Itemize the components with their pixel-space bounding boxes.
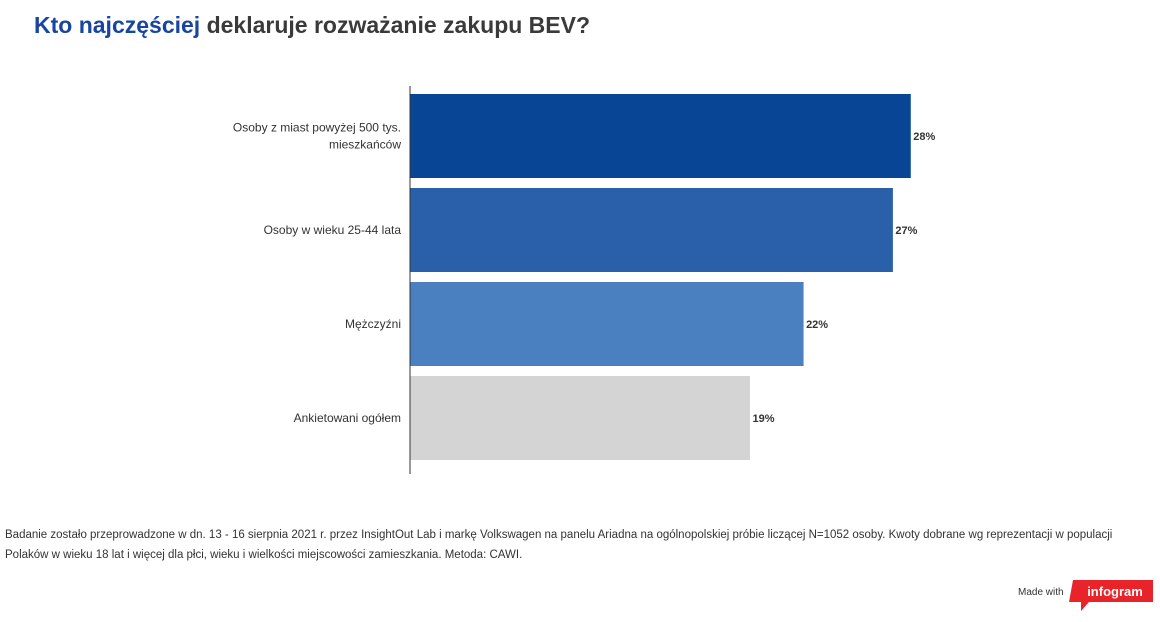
category-label: Osoby z miast powyżej 500 tys. <box>233 121 401 135</box>
bar[interactable] <box>410 282 804 366</box>
category-label: Mężczyźni <box>345 317 401 331</box>
infogram-badge-shape <box>1069 580 1153 611</box>
bar-value-label: 19% <box>752 413 774 425</box>
category-label: Osoby w wieku 25-44 lata <box>264 223 402 237</box>
infogram-logo-text: infogram <box>1087 584 1143 599</box>
category-label: mieszkańców <box>329 138 401 152</box>
made-with-label: Made with <box>1018 587 1064 598</box>
chart-title-rest: deklaruje rozważanie zakupu BEV? <box>206 12 591 38</box>
footnote: Badanie zostało przeprowadzone w dn. 13 … <box>5 529 1113 561</box>
category-label: Ankietowani ogółem <box>294 411 401 425</box>
infogram-badge[interactable]: infogram <box>1069 580 1153 611</box>
bar-value-label: 27% <box>895 225 917 237</box>
bar[interactable] <box>410 188 893 272</box>
bar-value-label: 28% <box>913 131 935 143</box>
bar-value-label: 22% <box>806 319 828 331</box>
chart-title: Kto najczęściej deklaruje rozważanie zak… <box>34 12 590 39</box>
bar[interactable] <box>410 376 750 460</box>
bar[interactable] <box>410 94 911 178</box>
bar-chart: 28% Osoby z miast powyżej 500 tys. mieszka… <box>233 86 936 474</box>
chart-title-highlight: Kto najczęściej <box>34 12 201 38</box>
